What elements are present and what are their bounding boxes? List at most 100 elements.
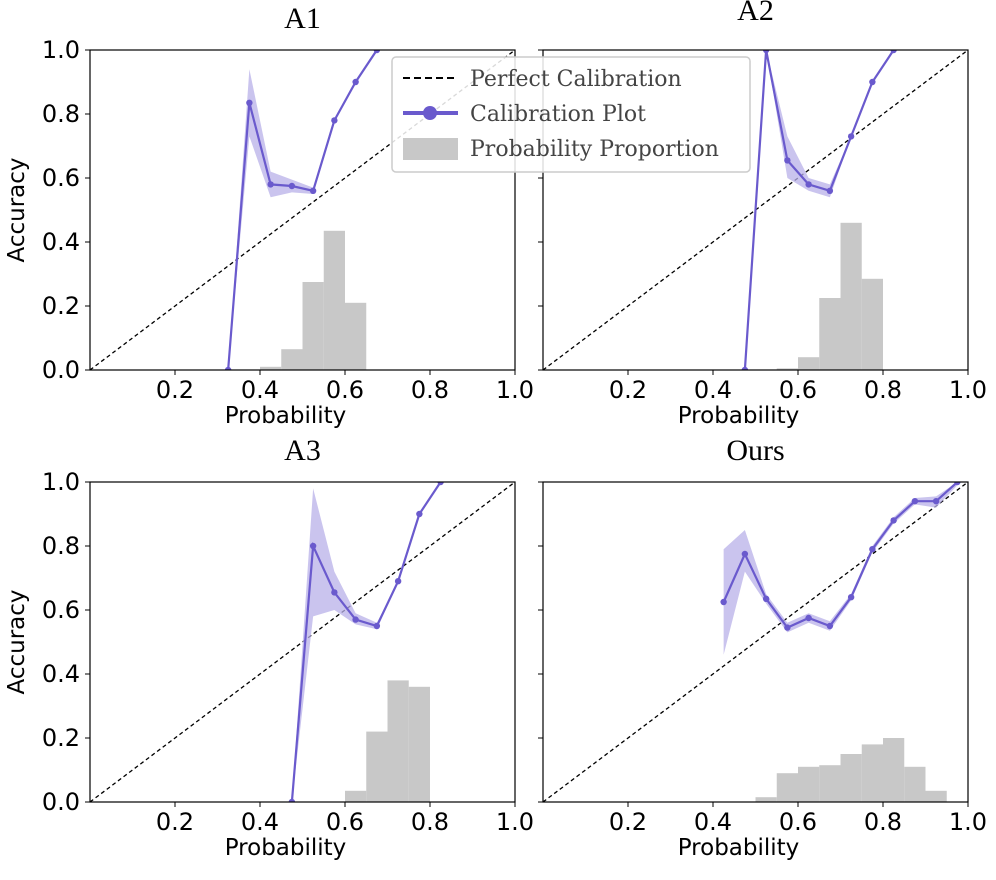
panel-a1: 0.0 0.2 0.4 0.6 0.8 1.0 0.2 0.4 0.6 0.8 1.0 A1 Proba…	[4, 2, 534, 429]
calibration-point	[826, 622, 834, 630]
axes-frame	[542, 481, 969, 803]
panel-title: A1	[284, 2, 321, 35]
histogram-bar	[387, 680, 409, 802]
axes-frame	[89, 49, 516, 371]
y-tick-label: 0.6	[42, 596, 80, 624]
calibration-point	[954, 482, 961, 486]
y-axis-label: Accuracy	[4, 589, 30, 694]
x-tick-label: 0.8	[864, 376, 902, 404]
calibration-point	[890, 50, 897, 54]
calibration-point	[784, 157, 791, 164]
x-tick-label: 1.0	[496, 376, 534, 404]
legend-label: Perfect Calibration	[470, 67, 682, 92]
x-tick-label: 0.4	[694, 376, 732, 404]
calibration-line	[290, 482, 442, 802]
axes-frame	[542, 49, 969, 371]
calibration-point	[416, 510, 423, 518]
calibration-band	[723, 482, 958, 655]
histogram-bar	[840, 222, 862, 370]
legend-label: Probability Proportion	[470, 137, 719, 162]
calibration-point	[437, 482, 444, 486]
calibration-point	[331, 589, 338, 596]
x-tick-label: 1.0	[949, 376, 987, 404]
histogram-bar	[281, 349, 303, 370]
panel-title: A2	[737, 0, 774, 27]
calibration-line	[227, 50, 378, 370]
y-tick-label: 0.8	[42, 100, 80, 128]
calibration-point	[890, 517, 897, 524]
histogram-bar	[408, 686, 430, 802]
x-tick-label: 0.4	[241, 808, 279, 836]
calibration-band	[291, 482, 441, 802]
x-tick-label: 0.8	[411, 808, 449, 836]
legend-label: Calibration Plot	[470, 102, 646, 127]
y-tick-label: 1.0	[42, 468, 80, 496]
x-tick-label: 0.6	[779, 808, 817, 836]
calibration-point	[805, 181, 812, 188]
histogram-bar	[798, 766, 820, 802]
histogram-bar	[345, 790, 367, 802]
histogram-bar	[925, 790, 947, 802]
histogram-bar	[819, 298, 841, 370]
perfect-calibration-line	[90, 482, 515, 802]
x-tick-label: 0.6	[779, 376, 817, 404]
histogram-bar	[302, 282, 324, 370]
x-tick-label: 0.8	[864, 808, 902, 836]
calibration-point	[331, 117, 338, 124]
calibration-point	[394, 578, 402, 585]
histogram-bar	[323, 230, 345, 370]
histogram-bar	[883, 738, 905, 802]
calibration-point	[869, 546, 876, 553]
y-axis-label: Accuracy	[4, 157, 30, 262]
calibration-point	[352, 616, 359, 623]
histogram-bar	[755, 797, 777, 802]
y-tick-label: 0.8	[42, 532, 80, 560]
axes-frame	[89, 481, 516, 803]
x-tick-label: 0.2	[609, 376, 647, 404]
calibration-point	[762, 595, 770, 602]
y-tick-label: 0.4	[42, 660, 80, 688]
histogram-bar	[861, 744, 883, 802]
plot-area	[90, 50, 515, 370]
calibration-point	[826, 187, 834, 194]
calibration-point	[911, 498, 919, 505]
x-tick-label: 0.8	[411, 376, 449, 404]
plot-area	[543, 50, 968, 370]
calibration-line	[722, 482, 959, 629]
calibration-point	[741, 550, 749, 558]
histogram-bar	[345, 302, 367, 370]
calibration-point	[309, 542, 317, 550]
perfect-calibration-line	[543, 482, 968, 802]
calibration-point	[847, 133, 855, 140]
legend: Perfect Calibration Calibration Plot Proba…	[391, 56, 751, 173]
y-tick-label: 0.0	[42, 356, 80, 384]
histogram-bar	[798, 357, 820, 370]
histogram-bar	[366, 731, 388, 802]
panel-a3: 0.0 0.2 0.4 0.6 0.8 1.0 0.2 0.4 0.6 0.8 1.0 A3 Proba…	[4, 434, 534, 861]
calibration-point	[932, 498, 940, 505]
x-tick-label: 0.6	[326, 376, 364, 404]
panel-title: Ours	[726, 434, 784, 467]
y-tick-label: 0.4	[42, 228, 80, 256]
histogram-bar	[819, 765, 841, 802]
x-tick-label: 1.0	[949, 808, 987, 836]
y-tick-label: 0.2	[42, 292, 80, 320]
x-tick-label: 0.4	[694, 808, 732, 836]
y-tick-label: 1.0	[42, 36, 80, 64]
y-tick-label: 0.2	[42, 724, 80, 752]
x-axis-label: Probability	[225, 403, 347, 429]
panel-title: A3	[284, 434, 321, 467]
calibration-point	[267, 181, 274, 188]
calibration-point	[741, 366, 749, 370]
histogram-bar	[904, 766, 926, 802]
legend-marker-icon	[423, 106, 437, 120]
calibration-point	[720, 598, 727, 606]
calibration-point	[352, 78, 359, 86]
x-axis-label: Probability	[225, 835, 347, 861]
calibration-point	[373, 622, 381, 630]
calibration-point	[805, 614, 812, 622]
plot-area	[90, 482, 515, 802]
legend-box	[391, 56, 751, 173]
histogram-bar	[260, 366, 282, 370]
